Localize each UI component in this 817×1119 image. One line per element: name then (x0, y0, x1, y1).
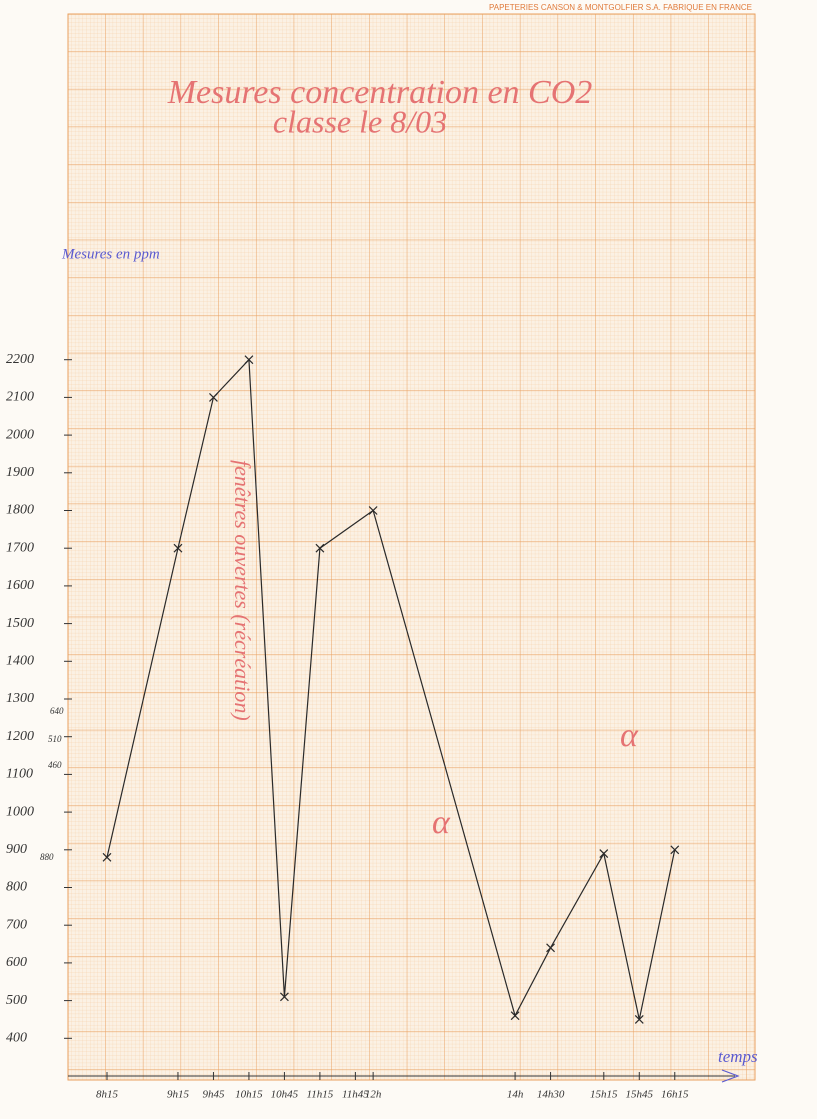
data-point (546, 943, 555, 953)
y-tick-label: 2100 (6, 390, 34, 405)
data-point (368, 506, 378, 515)
y-tick-label: 1300 (6, 691, 34, 706)
chart-title: Mesures concentration en CO2 (167, 74, 593, 111)
data-point (510, 1011, 520, 1021)
x-axis-label: temps (718, 1047, 758, 1066)
y-tick-label: 700 (6, 917, 27, 932)
annotation: fenêtres ouvertes (récréation) (230, 460, 255, 721)
x-tick-label: 15h15 (590, 1089, 618, 1101)
y-tick-label: 2200 (6, 352, 34, 367)
data-point (173, 543, 183, 553)
x-tick-label: 10h15 (235, 1089, 263, 1101)
x-tick-label: 11h15 (307, 1089, 334, 1101)
x-tick-label: 14h (507, 1089, 524, 1101)
data-point (244, 355, 254, 365)
y-tick-label: 1000 (6, 804, 34, 819)
y-tick-label: 1200 (6, 729, 34, 744)
x-tick-label: 14h30 (537, 1089, 565, 1101)
x-tick-label: 9h45 (202, 1089, 225, 1101)
y-tick-label: 900 (6, 842, 27, 857)
y-tick-label: 1400 (6, 654, 34, 669)
y-tick-label: 1900 (6, 465, 34, 480)
annotation: α (620, 717, 639, 754)
data-point (634, 1015, 644, 1024)
axis-note: 510 (48, 734, 62, 744)
x-tick-label: 11h45 (342, 1089, 369, 1101)
y-tick-label: 1800 (6, 503, 34, 518)
y-axis-label: Mesures en ppm (61, 246, 160, 262)
y-tick-label: 1100 (6, 767, 33, 782)
y-tick-label: 500 (6, 993, 27, 1008)
x-tick-label: 12h (365, 1089, 382, 1101)
data-point (209, 392, 218, 402)
header: PAPETERIES CANSON & MONTGOLFIER S.A. FAB… (489, 3, 752, 12)
chart-subtitle: classe le 8/03 (273, 103, 447, 139)
x-tick-label: 9h15 (167, 1089, 190, 1101)
y-tick-label: 1500 (6, 616, 34, 631)
data-line (106, 358, 676, 1020)
axis-note: 640 (50, 706, 64, 716)
x-tick-label: 16h15 (661, 1089, 689, 1101)
y-tick-label: 800 (6, 880, 27, 895)
y-tick-label: 400 (6, 1031, 27, 1046)
axis-note: 460 (48, 760, 62, 770)
x-tick-label: 15h45 (626, 1089, 654, 1101)
y-tick-label: 2000 (6, 427, 34, 442)
data-point (102, 852, 112, 862)
data-point (670, 845, 680, 855)
axis-note: 880 (40, 852, 54, 862)
coarse-grid (67, 13, 756, 1081)
x-tick-label: 10h45 (271, 1089, 299, 1101)
data-point (599, 849, 609, 858)
y-tick-label: 600 (6, 955, 27, 970)
data-point (315, 543, 325, 553)
x-tick-label: 8h15 (96, 1089, 119, 1101)
data-point (279, 992, 289, 1002)
annotation: α (432, 804, 451, 841)
y-tick-label: 1600 (6, 578, 34, 593)
x-axis-arrow (721, 1069, 740, 1083)
y-tick-label: 1700 (6, 540, 34, 555)
